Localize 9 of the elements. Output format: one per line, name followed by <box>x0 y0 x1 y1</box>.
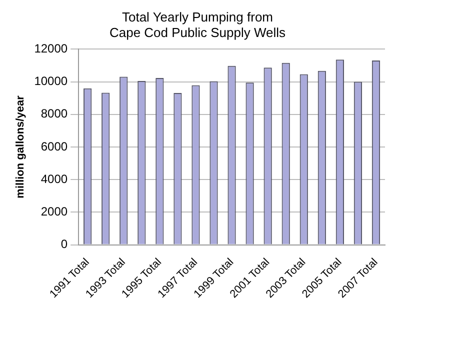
y-tick-label: 4000 <box>40 172 68 186</box>
y-tick-label: 10000 <box>34 74 68 88</box>
chart-title: Total Yearly Pumping from Cape Cod Public Supply Wells <box>109 9 286 40</box>
y-tick-label: 0 <box>60 237 68 252</box>
y-axis-title: million gallons/year <box>14 94 27 198</box>
y-tick-label: 8000 <box>40 106 68 121</box>
y-tick-label: 2000 <box>40 204 68 218</box>
y-tick-label: 6000 <box>40 139 68 154</box>
y-tick-label: 12000 <box>34 42 68 56</box>
